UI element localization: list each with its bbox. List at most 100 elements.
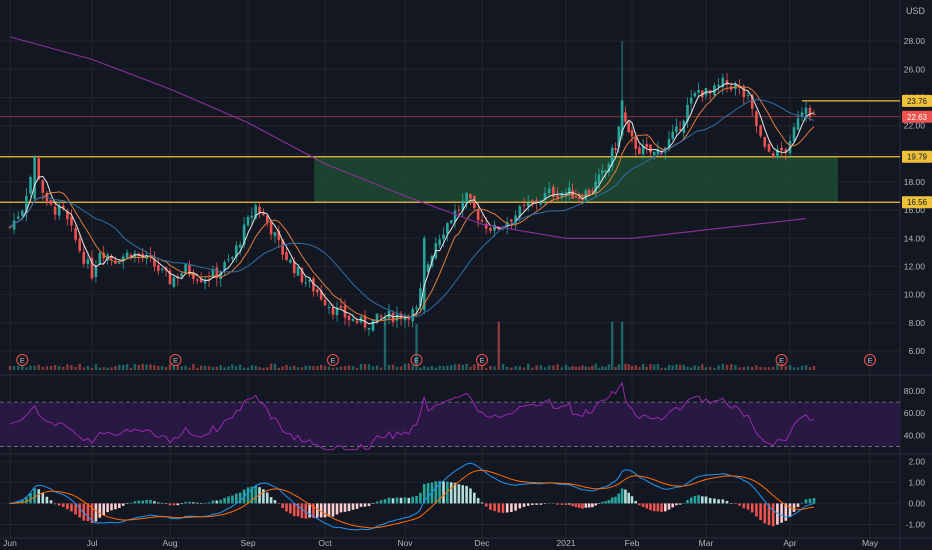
macd-histogram-bar (207, 502, 211, 504)
macd-histogram-bar (457, 484, 461, 504)
macd-histogram-bar (164, 503, 168, 504)
macd-histogram-bar (564, 503, 568, 505)
macd-histogram-bar (327, 503, 331, 517)
macd-histogram-bar (343, 503, 347, 512)
macd-histogram-bar (800, 502, 804, 504)
macd-histogram-bar (98, 503, 102, 518)
macd-histogram-bar (664, 503, 667, 512)
macd-histogram-bar (121, 503, 125, 506)
macd-histogram-bar (556, 503, 559, 505)
macd-histogram-bar (738, 503, 741, 506)
volume-bar (518, 366, 521, 370)
candle-body (526, 202, 530, 207)
volume-bar (548, 365, 551, 370)
volume-bar (730, 364, 733, 370)
volume-bar (387, 364, 391, 370)
candle-body (188, 264, 191, 275)
volume-bar (738, 367, 741, 370)
macd-histogram-bar (250, 486, 254, 504)
candle-body (510, 219, 513, 222)
candle-body (308, 279, 311, 282)
earnings-marker (775, 354, 788, 366)
volume-bar (601, 366, 604, 370)
candle-body (45, 192, 49, 202)
macd-histogram-bar (312, 503, 315, 519)
earnings-marker-label: E (414, 356, 419, 365)
candle-body (627, 122, 630, 133)
candle-body (316, 289, 319, 293)
volume-bar (556, 364, 559, 370)
volume-bar (581, 365, 584, 370)
macd-histogram-bar (601, 501, 604, 504)
macd-histogram-bar (577, 503, 581, 508)
candle-body (484, 223, 488, 229)
candle-body (442, 234, 445, 239)
macd-histogram-bar (235, 493, 238, 504)
volume-bar (713, 367, 716, 370)
candle-body (327, 307, 331, 309)
macd-histogram-bar (215, 500, 219, 504)
candle-body (607, 164, 611, 173)
earnings-marker-label: E (479, 356, 484, 365)
candle-body (767, 143, 771, 152)
volume-bar (776, 363, 779, 370)
candle-body (157, 265, 160, 271)
volume-bar (746, 366, 750, 370)
volume-bar (235, 366, 238, 370)
macd-histogram-bar (543, 503, 547, 504)
candle-body (469, 194, 472, 199)
macd-histogram-bar (49, 500, 53, 504)
macd-histogram-bar (371, 503, 375, 505)
volume-bar (763, 367, 766, 370)
candle-body (254, 205, 257, 219)
macd-histogram-bar (78, 503, 81, 518)
volume-bar (351, 365, 355, 370)
horizontal-line-tag (902, 150, 932, 163)
macd-histogram-bar (411, 496, 414, 504)
volume-bar (250, 365, 254, 370)
volume-bar (634, 365, 637, 370)
macd-histogram-bar (70, 503, 73, 512)
candle-body (367, 327, 371, 330)
macd-histogram-bar (153, 501, 156, 504)
moving-average-line (9, 99, 815, 318)
volume-bar (149, 364, 152, 370)
volume-bar (434, 367, 437, 370)
macd-histogram-bar (453, 482, 457, 504)
volume-bar (122, 364, 125, 370)
volume-bar (125, 364, 129, 370)
macd-histogram-bar (701, 496, 704, 504)
macd-histogram-bar (704, 496, 708, 504)
time-tick-label: Aug (162, 538, 177, 548)
volume-bar (604, 366, 607, 370)
candle-body (713, 85, 716, 96)
macd-histogram-bar (331, 503, 335, 517)
candle-body (227, 259, 230, 261)
last-price-label: 22.63 (907, 113, 928, 122)
candle-body (292, 261, 296, 274)
time-tick-label: Feb (625, 538, 640, 548)
candle-body (118, 262, 121, 264)
macd-histogram-bar (90, 503, 94, 524)
macd-histogram-bar (693, 495, 697, 504)
candle-body (788, 141, 792, 154)
candle-body (453, 210, 457, 223)
macd-histogram-bar (281, 503, 284, 509)
candle-body (70, 216, 73, 226)
earnings-marker-label: E (20, 356, 25, 365)
macd-histogram-bar (497, 503, 501, 513)
volume-bar (277, 367, 280, 370)
candle-body (78, 238, 81, 251)
price-tick-label: 28.00 (904, 36, 926, 46)
candle-body (415, 307, 418, 309)
candle-body (82, 251, 86, 264)
volume-bar (335, 367, 339, 370)
candle-body (426, 264, 430, 272)
macd-histogram-bar (630, 496, 634, 504)
volume-bar (630, 365, 634, 370)
candle-body (522, 204, 526, 206)
macd-histogram-bar (697, 495, 700, 504)
macd-histogram-bar (21, 499, 24, 504)
signal-line (9, 469, 815, 529)
